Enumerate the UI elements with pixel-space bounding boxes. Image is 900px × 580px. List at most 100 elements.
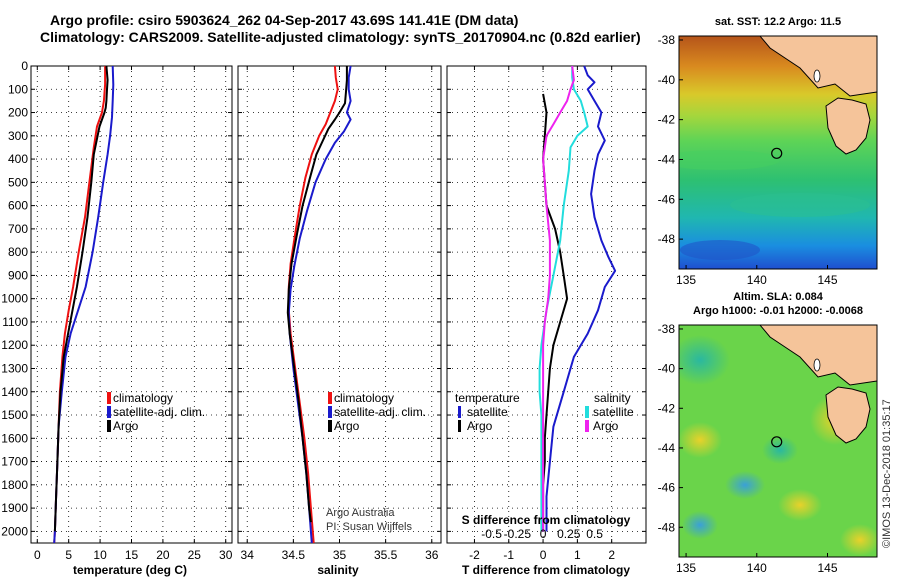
legend-argo-label: Argo: [334, 419, 360, 433]
map-x-tick-label: 135: [676, 561, 696, 575]
y-tick-label: 1200: [1, 338, 28, 352]
salinity-legend: climatology satellite-adj. clim. Argo: [328, 391, 426, 433]
x-tick-label: 15: [125, 548, 139, 562]
legend-climatology-label: climatology: [113, 391, 173, 405]
legend-argo-marker: [107, 420, 111, 432]
sla-map-frame: [678, 324, 878, 558]
legend-satellite-label: satellite-adj. clim.: [334, 405, 426, 419]
figure-title-line1: Argo profile: csiro 5903624_262 04-Sep-2…: [50, 12, 518, 28]
credit-line1: Argo Australia: [326, 507, 395, 519]
legend-t-argo-marker: [458, 420, 461, 432]
australia-mainland: [759, 36, 877, 97]
y-tick-label: 2000: [1, 524, 28, 538]
legend-climatology-marker: [107, 392, 111, 404]
x-tick-label: 35: [333, 548, 347, 562]
y-tick-label: 1900: [1, 501, 28, 515]
series-line-salinity-argo: [542, 65, 575, 532]
sla-texture: [679, 422, 722, 458]
legend-satellite-label: satellite-adj. clim.: [113, 405, 205, 419]
sla-texture: [778, 489, 822, 521]
map-x-tick-label: 135: [676, 273, 696, 287]
y-tick-label: 800: [8, 245, 28, 259]
legend-climatology-marker: [328, 392, 332, 404]
sla-map-title: Altim. SLA: 0.084: [733, 291, 824, 303]
x-tick-label: 35.5: [374, 548, 398, 562]
y-tick-label: 600: [8, 199, 28, 213]
sst-map-frame: [678, 35, 878, 270]
profile-location-marker: [771, 147, 783, 159]
map-x-tick-label: 145: [817, 273, 837, 287]
series-line-argo: [286, 66, 348, 523]
s-tick-label: 0.5: [586, 527, 603, 541]
x-tick-label: 34.5: [282, 548, 306, 562]
y-tick-label: 500: [8, 175, 28, 189]
sst-texture: [680, 240, 760, 260]
s-tick-label: -0.25: [504, 527, 532, 541]
temperature-legend: climatology satellite-adj. clim. Argo: [107, 391, 205, 433]
plot-area: [30, 65, 233, 544]
y-tick-label: 1700: [1, 455, 28, 469]
difference-legend: temperature satellite Argo salinity sate…: [455, 391, 634, 433]
sla-map: [679, 325, 877, 557]
temperature-axis-label: temperature (deg C): [73, 563, 187, 577]
y-tick-label: 1500: [1, 408, 28, 422]
y-tick-label: 1000: [1, 292, 28, 306]
king-island: [813, 69, 821, 83]
y-tick-label: 100: [8, 82, 28, 96]
legend-t-satellite-label: satellite: [467, 405, 508, 419]
salinity-panel: 34 34.5 35 35.5 36: [237, 65, 442, 562]
credit-line2: PI: Susan Wijffels: [326, 521, 412, 533]
x-tick-label: 5: [65, 548, 72, 562]
y-tick-label: 1600: [1, 431, 28, 445]
x-tick-label: 25: [188, 548, 202, 562]
legend-satellite-marker: [107, 406, 111, 418]
map-x-tick-label: 145: [817, 561, 837, 575]
temperature-panel: 0100200300400500600700800900100011001200…: [1, 59, 232, 562]
x-tick-label: 20: [156, 548, 170, 562]
y-tick-label: 300: [8, 129, 28, 143]
tasmania: [825, 386, 871, 444]
y-tick-label: 1800: [1, 478, 28, 492]
australia-mainland: [759, 325, 877, 386]
map-y-tick-label: -42: [658, 401, 676, 415]
difference-axis-label: T difference from climatology: [462, 563, 630, 577]
series-line-salinity-satellite: [538, 66, 589, 532]
map-y-tick-label: -44: [658, 152, 676, 166]
sla-texture: [725, 471, 765, 499]
x-tick-label: -1: [503, 548, 514, 562]
tasmania: [825, 97, 871, 155]
sla-texture: [679, 335, 730, 385]
s-difference-label: S difference from climatology: [462, 513, 631, 527]
sla-texture: [682, 511, 718, 539]
figure-title-line2: Climatology: CARS2009. Satellite-adjuste…: [40, 29, 641, 45]
y-tick-label: 900: [8, 268, 28, 282]
series-line-climatology: [287, 65, 339, 544]
x-tick-label: 30: [219, 548, 233, 562]
x-tick-label: 0: [34, 548, 41, 562]
map-y-tick-label: -48: [658, 232, 676, 246]
map-y-tick-label: -46: [658, 192, 676, 206]
legend-argo-label: Argo: [113, 419, 139, 433]
x-tick-label: 0: [540, 548, 547, 562]
legend-climatology-label: climatology: [334, 391, 394, 405]
king-island: [813, 358, 821, 372]
x-tick-label: 2: [608, 548, 615, 562]
y-tick-label: 0: [21, 59, 28, 73]
map-y-tick-label: -46: [658, 481, 676, 495]
legend-s-argo-label: Argo: [593, 419, 619, 433]
map-x-tick-label: 140: [747, 273, 767, 287]
legend-s-satellite-label: satellite: [593, 405, 634, 419]
map-y-tick-label: -42: [658, 113, 676, 127]
map-y-tick-label: -38: [658, 322, 676, 336]
sst-map-title: sat. SST: 12.2 Argo: 11.5: [715, 16, 841, 28]
legend-t-satellite-marker: [458, 406, 461, 418]
profile-location-marker: [771, 436, 783, 448]
sla-map-subtitle: Argo h1000: -0.01 h2000: -0.0068: [693, 305, 863, 317]
sst-map: [679, 36, 877, 269]
s-tick-label: -0.5: [481, 527, 502, 541]
sla-map-axes: 135 140 145 -38 -40 -42 -44 -46 -48: [658, 322, 838, 575]
y-tick-label: 1100: [2, 315, 28, 329]
map-x-tick-label: 140: [747, 561, 767, 575]
x-tick-label: -2: [469, 548, 480, 562]
